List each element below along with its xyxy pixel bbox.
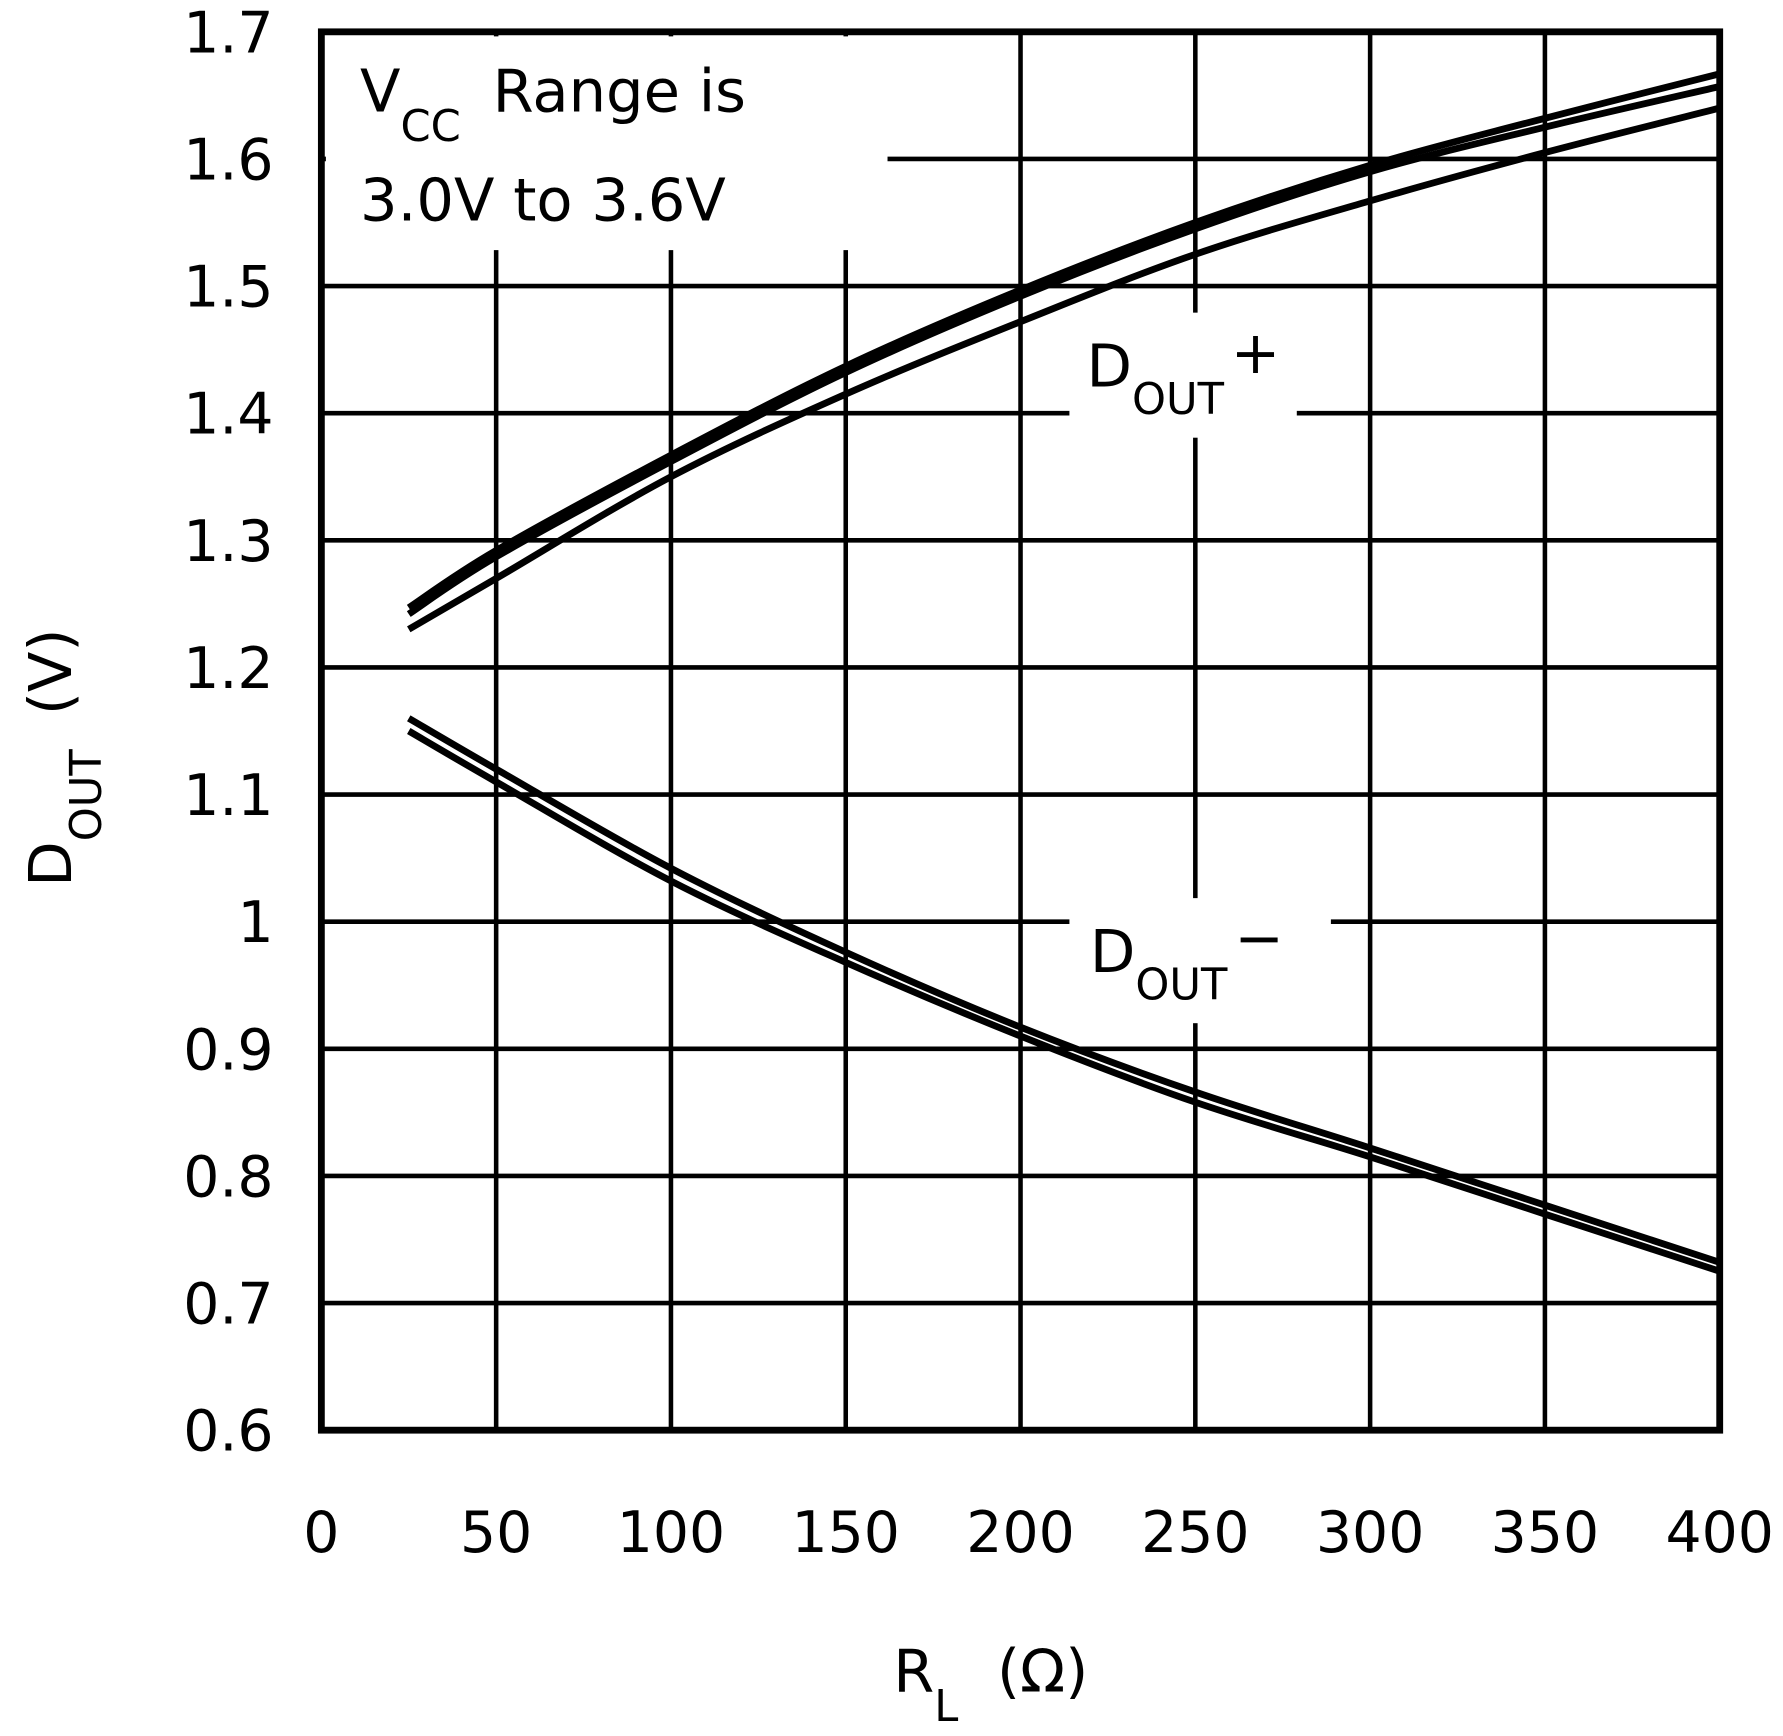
x-tick-label: 100 <box>617 1500 725 1566</box>
y-tick-label: 0.8 <box>183 1144 273 1210</box>
annotation-line1: VCCRange is <box>360 56 746 152</box>
x-axis-label: RL(Ω) <box>893 1637 1088 1733</box>
y-tick-label: 0.9 <box>183 1017 273 1083</box>
x-tick-label: 0 <box>303 1500 339 1566</box>
curves <box>406 70 1721 1275</box>
y-tick-label: 0.7 <box>183 1272 273 1338</box>
series-line <box>406 83 1721 617</box>
label-dout-plus: DOUT+ <box>1086 318 1280 425</box>
label-dout-minus: DOUT− <box>1090 903 1284 1010</box>
annotation-line2: 3.0V to 3.6V <box>360 166 726 235</box>
series-line <box>407 715 1721 1266</box>
x-tick-label: 250 <box>1141 1500 1249 1566</box>
y-tick-label: 1 <box>237 890 273 956</box>
y-tick-label: 1.1 <box>183 763 273 829</box>
y-tick-label: 1.6 <box>183 127 273 193</box>
y-tick-label: 1.3 <box>183 509 273 575</box>
grid <box>319 29 1722 1433</box>
series-line <box>407 104 1721 633</box>
x-tick-label: 400 <box>1665 1500 1773 1566</box>
x-tick-label: 50 <box>460 1500 532 1566</box>
label-backgrounds <box>325 36 1331 1024</box>
y-axis-label: DOUT(V) <box>16 629 112 887</box>
label-dout-minus-background <box>1069 898 1331 1024</box>
x-tick-label: 350 <box>1491 1500 1599 1566</box>
x-tick-label: 200 <box>966 1500 1074 1566</box>
y-tick-label: 1.4 <box>183 382 273 448</box>
y-tick-label: 1.7 <box>183 0 273 66</box>
series-line <box>407 728 1721 1275</box>
x-tick-label: 300 <box>1316 1500 1424 1566</box>
plot-frame <box>317 28 1724 1434</box>
y-tick-labels: 0.6 0.7 0.8 0.9 1 1.1 1.2 1.3 1.4 1.5 1.6 1.7 <box>183 0 273 1464</box>
y-tick-label: 1.5 <box>183 255 273 321</box>
y-tick-label: 0.6 <box>183 1399 273 1465</box>
x-tick-label: 150 <box>792 1500 900 1566</box>
label-dout-plus-background <box>1069 312 1297 438</box>
x-tick-labels: 0 50 100 150 200 250 300 350 400 <box>303 1500 1774 1566</box>
series-line <box>406 70 1721 611</box>
y-tick-label: 1.2 <box>183 636 273 702</box>
annotation-background <box>325 36 888 251</box>
